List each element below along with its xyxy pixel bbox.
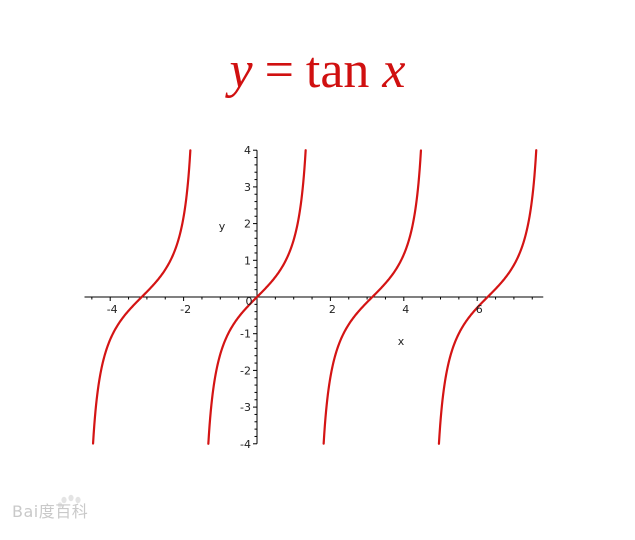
title-function: tan bbox=[305, 42, 370, 99]
x-tick-label: 4 bbox=[402, 303, 409, 316]
tick-labels: -4 -2 2 4 6 0 -4 -3 -2 -1 1 2 3 4 y x bbox=[107, 144, 483, 451]
tan-curve-branch-2 bbox=[207, 149, 307, 445]
y-tick-label: 1 bbox=[244, 254, 251, 267]
y-tick-label: 2 bbox=[244, 218, 251, 231]
x-tick-label: -4 bbox=[107, 303, 118, 316]
y-tick-label: -2 bbox=[240, 364, 251, 377]
title-y: y bbox=[229, 42, 253, 99]
x-tick-label: -2 bbox=[180, 303, 191, 316]
tan-curve-branch-4 bbox=[437, 149, 538, 445]
curves bbox=[91, 149, 538, 445]
y-tick-label: -1 bbox=[240, 328, 251, 341]
y-tick-label: 3 bbox=[244, 181, 251, 194]
y-axis-label: y bbox=[219, 220, 226, 233]
title-x: x bbox=[382, 42, 406, 99]
y-tick-label: -4 bbox=[240, 438, 251, 451]
x-axis-label: x bbox=[398, 335, 405, 348]
tan-curve-branch-3 bbox=[322, 149, 423, 445]
y-tick-label: -3 bbox=[240, 401, 251, 414]
watermark-logo bbox=[57, 494, 81, 508]
axes bbox=[84, 149, 544, 445]
title-equals: = bbox=[264, 42, 294, 99]
y-tick-label: 4 bbox=[244, 144, 251, 157]
watermark-text: Bai度百科 bbox=[12, 502, 89, 521]
origin-tick-label: 0 bbox=[246, 295, 253, 308]
x-tick-label: 2 bbox=[329, 303, 336, 316]
x-tick-label: 6 bbox=[476, 303, 483, 316]
tan-curve-branch-1 bbox=[91, 149, 192, 445]
chart-title: y = tan x bbox=[0, 45, 635, 97]
